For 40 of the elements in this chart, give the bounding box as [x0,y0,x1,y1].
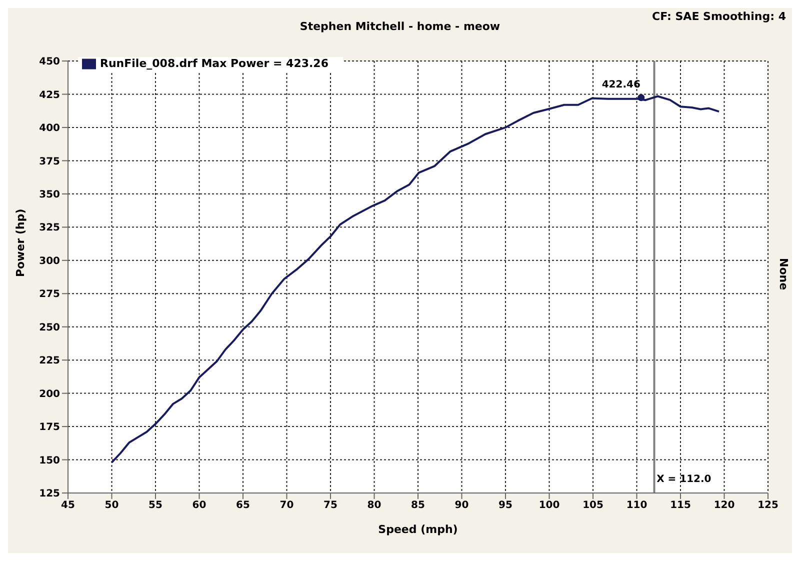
y-tick-label: 425 [39,90,60,101]
y2-axis-title: None [777,258,790,290]
x-tick-label: 65 [236,500,250,512]
x-tick-label: 60 [192,500,206,512]
x-tick-label: 115 [670,500,691,512]
x-tick-label: 105 [582,500,604,512]
y-tick-label: 250 [39,322,60,334]
y-tick-label: 350 [39,189,60,200]
y-tick-label: 175 [39,422,60,434]
chart-title: Stephen Mitchell - home - meow [300,20,500,33]
y-tick-label: 200 [39,388,60,400]
x-tick-label: 70 [280,500,294,512]
x-axis-title: Speed (mph) [378,523,458,536]
x-tick-label: 125 [758,500,778,512]
text: CF: SAE Smoothing: 4 [652,10,786,23]
legend-label: RunFile_008.drf Max Power = 423.26 [100,57,328,70]
y-tick-label: 225 [39,356,60,367]
x-tick-label: 95 [498,500,512,512]
y-tick-label: 325 [39,222,60,234]
line-series [110,94,720,464]
x-tick-label: 110 [626,500,648,512]
y-tick-label: 275 [39,289,60,300]
x-tick-label: 50 [104,500,119,512]
y-tick-label: 300 [39,256,60,267]
ref-line-label: X = 112.0 [656,474,712,485]
x-tick-label: 120 [714,500,735,512]
x-tick-label: 100 [538,500,560,512]
x-tick-label: 45 [61,500,75,512]
y-tick-label: 450 [39,56,60,68]
annotation: 422.46 [602,80,640,91]
y-tick-label: 375 [39,156,60,168]
y-tick-label: 125 [39,488,60,500]
x-tick-label: 80 [367,500,382,512]
x-tick-label: 90 [454,500,469,512]
x-tick-label: 75 [324,500,338,512]
y-tick-label: 150 [39,455,60,466]
x-tick-label: 85 [411,500,425,512]
y-axis-title: Power (hp) [14,208,27,278]
x-tick-label: 55 [148,500,162,512]
y-tick-label: 400 [39,123,60,134]
